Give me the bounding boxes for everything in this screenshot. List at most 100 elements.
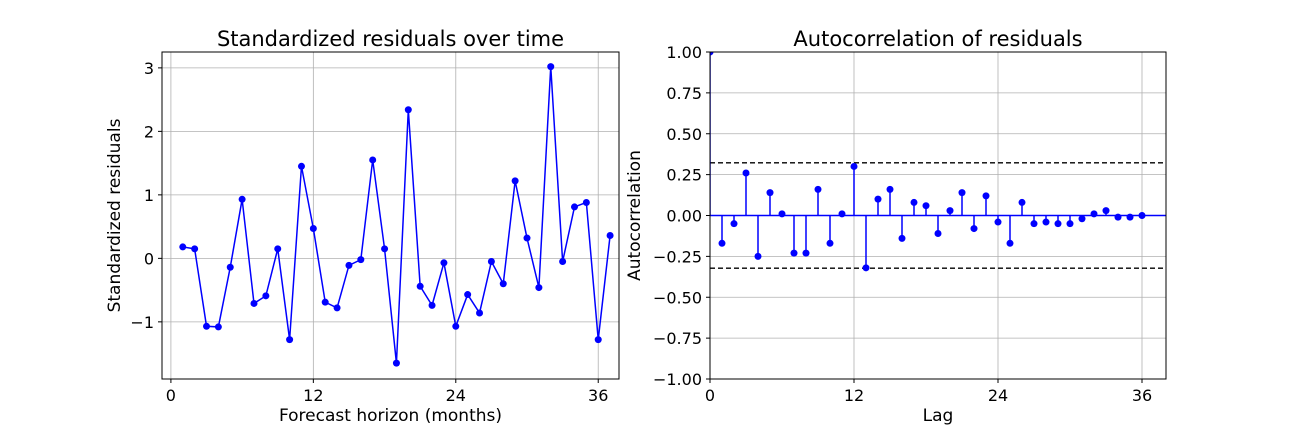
- acf-point: [1018, 198, 1026, 206]
- residual-point: [191, 245, 199, 253]
- acf-point: [1126, 213, 1134, 221]
- residual-point: [333, 304, 341, 312]
- acf-point: [778, 210, 786, 218]
- acf-point: [982, 192, 990, 200]
- acf-point: [922, 202, 930, 210]
- x-tick-label: 0: [166, 386, 176, 405]
- acf-point: [1102, 207, 1110, 215]
- x-tick-label: 12: [844, 386, 864, 405]
- acf-point: [1138, 212, 1146, 219]
- x-tick-label: 12: [303, 386, 323, 405]
- acf-point: [1090, 210, 1098, 218]
- y-tick-label: −0.50: [653, 288, 702, 307]
- x-tick-label: 36: [1132, 386, 1152, 405]
- x-axis-label: Forecast horizon (months): [279, 406, 502, 426]
- residual-point: [511, 177, 519, 185]
- plot-frame: [709, 51, 1167, 380]
- acf-point: [1114, 213, 1122, 221]
- residual-point: [535, 284, 543, 292]
- series-group: [710, 52, 1166, 272]
- residual-point: [262, 292, 270, 300]
- acf-point: [814, 185, 822, 193]
- residual-point: [357, 256, 365, 264]
- x-tick-label: 24: [988, 386, 1008, 405]
- acf-point: [850, 162, 858, 170]
- acf-point: [754, 252, 762, 260]
- residual-point: [452, 322, 460, 330]
- residual-point: [559, 258, 567, 266]
- residual-point: [286, 336, 294, 344]
- residual-point: [476, 309, 484, 317]
- plot-frame: [161, 51, 620, 380]
- residual-point: [606, 232, 614, 240]
- residual-point: [250, 299, 258, 307]
- y-tick-label: −1: [130, 313, 154, 332]
- acf-point: [1066, 220, 1074, 228]
- residual-point: [203, 322, 211, 330]
- x-tick-label: 0: [705, 386, 715, 405]
- acf-point: [1030, 220, 1038, 228]
- residual-point: [464, 291, 472, 299]
- residual-point: [428, 301, 436, 309]
- acf-point: [838, 210, 846, 218]
- y-tick-label: 0.25: [666, 166, 702, 185]
- residual-point: [570, 203, 578, 211]
- acf-point: [934, 229, 942, 237]
- x-tick-label: 36: [588, 386, 608, 405]
- chart-title: Standardized residuals over time: [217, 27, 564, 51]
- acf-point: [802, 249, 810, 257]
- acf-point: [1006, 239, 1014, 247]
- residual-point: [547, 63, 555, 71]
- y-tick-label: 1.00: [666, 43, 702, 62]
- residual-point: [392, 359, 400, 367]
- acf-point: [958, 189, 966, 197]
- y-tick-label: −0.75: [653, 329, 702, 348]
- acf-point: [910, 198, 918, 206]
- residual-point: [274, 245, 282, 253]
- acf-point: [710, 52, 714, 56]
- acf-point: [718, 239, 726, 247]
- residual-point: [309, 225, 317, 233]
- residual-point: [226, 263, 234, 271]
- acf-point: [874, 195, 882, 203]
- acf-point: [826, 239, 834, 247]
- y-tick-label: 0.00: [666, 207, 702, 226]
- acf-point: [862, 264, 870, 272]
- residual-point: [345, 261, 353, 269]
- y-tick-label: 1: [144, 186, 154, 205]
- residual-point: [523, 234, 531, 242]
- residual-point: [238, 195, 246, 203]
- acf-point: [970, 225, 978, 233]
- y-tick-label: 0.50: [666, 125, 702, 144]
- residual-point: [594, 336, 602, 344]
- residuals-line: [182, 66, 611, 364]
- y-axis-label: Standardized residuals: [105, 118, 125, 312]
- residual-point: [487, 258, 495, 266]
- x-tick-label: 24: [446, 386, 466, 405]
- residual-point: [297, 162, 305, 170]
- residual-point: [404, 106, 412, 114]
- y-tick-label: −1.00: [653, 370, 702, 389]
- y-tick-label: −0.25: [653, 247, 702, 266]
- acf-point: [898, 234, 906, 242]
- series-group: [179, 63, 614, 367]
- residual-point: [416, 282, 424, 290]
- y-tick-label: 0.75: [666, 84, 702, 103]
- y-tick-label: 3: [144, 59, 154, 78]
- acf-point: [790, 249, 798, 257]
- acf-point: [886, 185, 894, 193]
- acf-point: [946, 207, 954, 215]
- residual-point: [179, 243, 187, 251]
- acf-point: [766, 189, 774, 197]
- residual-point: [440, 259, 448, 267]
- acf-point: [742, 169, 750, 177]
- y-tick-label: 2: [144, 122, 154, 141]
- acf-point: [1054, 220, 1062, 228]
- residual-point: [582, 198, 590, 206]
- acf-chart: 0 12 24 36 −1.00 −0.75 −0.50 −0.25 0.00 0.25 0.50 0…: [625, 27, 1167, 426]
- residual-point: [381, 245, 389, 253]
- residual-point: [321, 298, 329, 306]
- x-axis-label: Lag: [923, 406, 954, 426]
